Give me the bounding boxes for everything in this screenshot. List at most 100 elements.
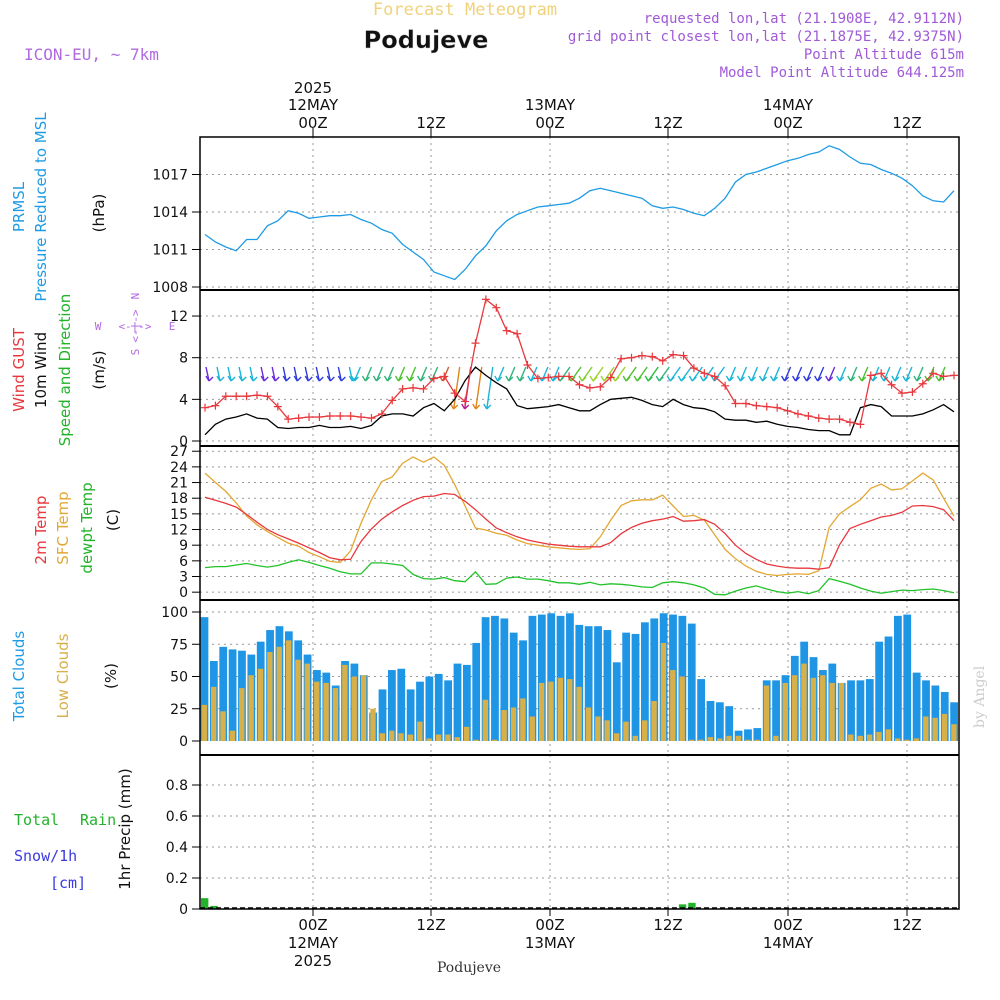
cm-label: [cm] bbox=[50, 874, 86, 892]
wind-arrowhead bbox=[905, 376, 911, 382]
gust-marker bbox=[450, 389, 459, 398]
total-cloud-bar bbox=[444, 680, 452, 741]
y-tick-label: 75 bbox=[170, 637, 188, 653]
wind-arrowhead bbox=[924, 375, 929, 382]
compass-center: <-|-> bbox=[118, 320, 151, 333]
y-tick-label: 1011 bbox=[152, 243, 188, 259]
wind-arrowhead bbox=[486, 404, 492, 410]
wind-arrowhead bbox=[315, 375, 320, 382]
dewpt-line bbox=[204, 559, 955, 596]
snow-label: Snow/1h bbox=[14, 847, 77, 865]
wind-arrowhead bbox=[913, 375, 918, 382]
low-cloud-bar bbox=[557, 677, 564, 741]
wind-arrowhead bbox=[405, 375, 411, 382]
wind-arrow bbox=[353, 366, 362, 382]
rain-bar bbox=[201, 898, 209, 909]
low-cloud-bar bbox=[548, 681, 554, 741]
wind-arrowhead bbox=[861, 376, 867, 382]
wind-arrowhead bbox=[519, 376, 525, 382]
low-cloud-bar bbox=[379, 733, 386, 741]
gust-marker bbox=[388, 396, 397, 405]
requested-coords: requested lon,lat (21.1908E, 42.9112N) bbox=[644, 11, 964, 27]
gust-marker bbox=[523, 360, 532, 369]
tc-label: (C) bbox=[104, 509, 122, 531]
wind-arrow bbox=[519, 366, 527, 382]
low-cloud-bar bbox=[613, 733, 620, 741]
total-cloud-bar bbox=[547, 613, 556, 741]
wind-arrow bbox=[282, 366, 287, 382]
gust-marker bbox=[700, 369, 709, 378]
rain-label: Rain bbox=[80, 811, 116, 829]
wind-arrowhead bbox=[825, 375, 830, 382]
wind-arrowhead bbox=[340, 376, 346, 382]
wind-arrow bbox=[419, 366, 428, 382]
wind-arrow bbox=[861, 366, 869, 382]
gust-marker bbox=[513, 329, 522, 338]
wind-arrow bbox=[739, 366, 748, 382]
gust-marker bbox=[533, 374, 542, 383]
wind-arrow bbox=[497, 366, 505, 382]
top-time-tick: 00Z bbox=[535, 114, 564, 132]
total-label: Total bbox=[14, 811, 59, 829]
gust-marker bbox=[887, 380, 896, 389]
wind-arrow bbox=[794, 366, 803, 382]
gust-marker bbox=[357, 413, 366, 422]
bottom-day-label: 12MAY bbox=[288, 934, 339, 952]
wind-arrowhead bbox=[398, 376, 404, 382]
y-tick-label: 9 bbox=[179, 538, 188, 554]
hpa-label: (hPa) bbox=[90, 194, 108, 233]
gust-marker bbox=[658, 356, 667, 365]
gust-marker bbox=[606, 373, 615, 382]
low-cloud-bar bbox=[913, 738, 920, 741]
low-cloud-bar bbox=[679, 676, 685, 741]
total-cloud-bar bbox=[406, 689, 415, 741]
total-cloud-bar bbox=[397, 668, 406, 741]
gust-marker bbox=[596, 382, 605, 391]
wind-arrowhead bbox=[472, 403, 477, 410]
total-cloud-bar bbox=[462, 664, 471, 741]
wind-arrowhead bbox=[758, 375, 764, 382]
gust-marker bbox=[232, 392, 241, 401]
gust-marker bbox=[585, 383, 594, 392]
top-time-tick: 12Z bbox=[653, 114, 682, 132]
y-tick-label: 0.2 bbox=[166, 871, 188, 887]
low-cloud-bar bbox=[407, 734, 414, 741]
wind-arrowhead bbox=[828, 376, 834, 382]
low-cloud-bar bbox=[941, 713, 948, 741]
wind-arrow bbox=[337, 366, 343, 382]
wind-arrowhead bbox=[894, 376, 900, 382]
low-cloud-bar bbox=[257, 668, 264, 741]
gust-marker bbox=[908, 388, 917, 397]
total-cloud-bar bbox=[416, 681, 424, 741]
gust-marker bbox=[336, 412, 345, 421]
top-time-tick: 12Z bbox=[892, 114, 921, 132]
wind-arrowhead bbox=[872, 376, 878, 382]
total-cloud-bar bbox=[472, 642, 481, 741]
compass-s: S bbox=[129, 349, 142, 356]
low-cloud-bar bbox=[951, 724, 957, 741]
wind-arrowhead bbox=[516, 375, 521, 382]
y-tick-label: 18 bbox=[170, 491, 188, 507]
wind-arrowhead bbox=[450, 403, 455, 410]
gust-marker bbox=[939, 372, 948, 381]
total-cloud-bar bbox=[847, 680, 855, 741]
wind-arrowhead bbox=[326, 375, 331, 382]
wind-arrow bbox=[894, 366, 902, 382]
y-tick-label: 25 bbox=[170, 702, 188, 718]
tdew-label: dewpt Temp bbox=[78, 482, 96, 573]
total-clouds-label: Total Clouds bbox=[10, 631, 28, 723]
t2m-label: 2m Temp bbox=[32, 496, 50, 565]
wind-arrowhead bbox=[505, 375, 510, 382]
wind-arrowhead bbox=[241, 376, 247, 382]
wind-arrowhead bbox=[559, 376, 565, 382]
gust-marker bbox=[367, 414, 376, 423]
gust-marker bbox=[253, 391, 262, 400]
low-cloud-bar bbox=[763, 685, 770, 741]
wind-arrow bbox=[348, 366, 354, 382]
wind-arrowhead bbox=[293, 375, 298, 382]
wind-arrowhead bbox=[691, 376, 697, 382]
gust-marker bbox=[793, 409, 802, 418]
low-cloud-bar bbox=[538, 682, 545, 741]
wind-arrowhead bbox=[769, 375, 775, 382]
low-cloud-bar bbox=[454, 737, 460, 741]
